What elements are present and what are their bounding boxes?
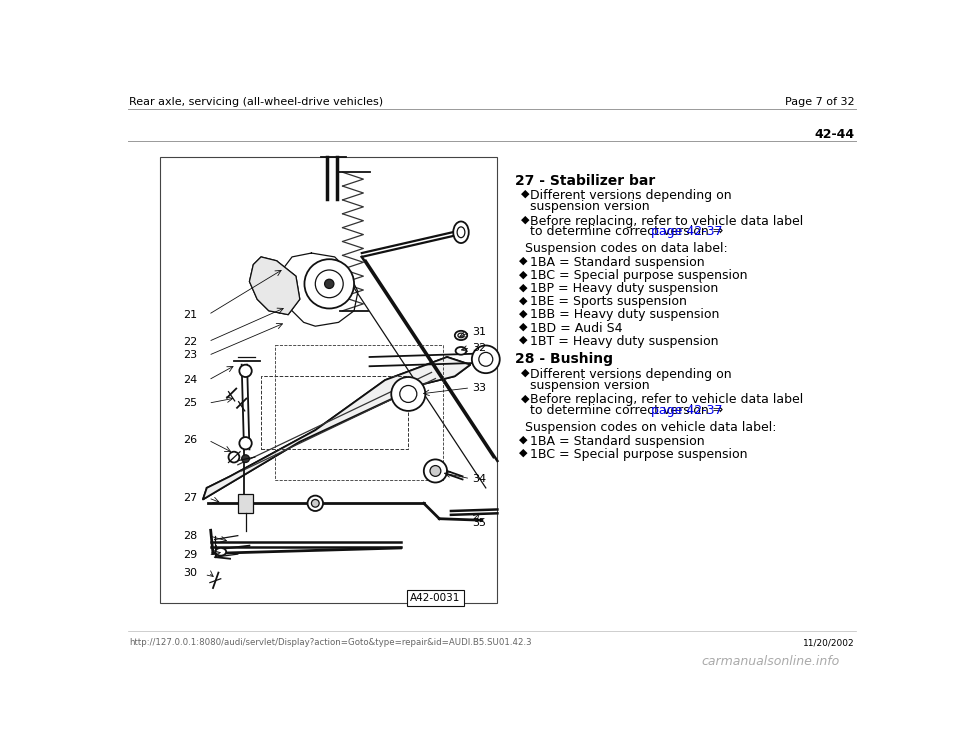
Circle shape bbox=[399, 386, 417, 402]
Circle shape bbox=[430, 465, 441, 476]
Text: 1BD = Audi S4: 1BD = Audi S4 bbox=[530, 321, 622, 335]
Text: suspension version: suspension version bbox=[530, 378, 650, 392]
Text: ◆: ◆ bbox=[519, 435, 528, 444]
Text: ◆: ◆ bbox=[520, 368, 529, 378]
Text: 23: 23 bbox=[183, 350, 198, 361]
Text: 33: 33 bbox=[472, 383, 486, 393]
Ellipse shape bbox=[458, 333, 464, 338]
Text: 34: 34 bbox=[472, 473, 486, 484]
Text: suspension version: suspension version bbox=[530, 200, 650, 213]
Circle shape bbox=[242, 455, 250, 462]
Text: ◆: ◆ bbox=[519, 335, 528, 345]
Ellipse shape bbox=[453, 221, 468, 243]
Text: to determine correct version ⇒: to determine correct version ⇒ bbox=[530, 404, 728, 417]
Text: Rear axle, servicing (all-wheel-drive vehicles): Rear axle, servicing (all-wheel-drive ve… bbox=[130, 96, 383, 107]
Text: 31: 31 bbox=[472, 327, 486, 338]
Ellipse shape bbox=[455, 331, 468, 340]
Text: 1BC = Special purpose suspension: 1BC = Special purpose suspension bbox=[530, 269, 748, 282]
Text: 1BE = Sports suspension: 1BE = Sports suspension bbox=[530, 295, 686, 309]
Polygon shape bbox=[203, 357, 470, 499]
Text: page 42-37: page 42-37 bbox=[651, 404, 723, 417]
Circle shape bbox=[311, 499, 319, 507]
Circle shape bbox=[228, 452, 239, 462]
Text: ◆: ◆ bbox=[519, 309, 528, 318]
Text: 30: 30 bbox=[183, 568, 198, 577]
Text: Suspension codes on data label:: Suspension codes on data label: bbox=[524, 243, 728, 255]
Text: Different versions depending on: Different versions depending on bbox=[530, 368, 732, 381]
Text: 1BT = Heavy duty suspension: 1BT = Heavy duty suspension bbox=[530, 335, 718, 348]
Text: A42-0031: A42-0031 bbox=[410, 593, 461, 603]
Text: ◆: ◆ bbox=[520, 189, 529, 199]
Circle shape bbox=[479, 352, 492, 367]
Text: carmanualsonline.info: carmanualsonline.info bbox=[701, 655, 839, 668]
Circle shape bbox=[304, 259, 354, 309]
Text: Page 7 of 32: Page 7 of 32 bbox=[785, 96, 854, 107]
Text: Suspension codes on vehicle data label:: Suspension codes on vehicle data label: bbox=[524, 421, 776, 434]
Text: 22: 22 bbox=[183, 337, 198, 347]
Text: 24: 24 bbox=[183, 375, 198, 385]
Text: ◆: ◆ bbox=[519, 295, 528, 306]
Text: 1BP = Heavy duty suspension: 1BP = Heavy duty suspension bbox=[530, 282, 718, 295]
Text: 25: 25 bbox=[183, 398, 198, 408]
Text: 29: 29 bbox=[183, 550, 198, 560]
Text: 32: 32 bbox=[472, 343, 486, 352]
Text: 27 - Stabilizer bar: 27 - Stabilizer bar bbox=[516, 174, 656, 188]
Text: 26: 26 bbox=[183, 435, 198, 445]
Text: http://127.0.0.1:8080/audi/servlet/Display?action=Goto&type=repair&id=AUDI.B5.SU: http://127.0.0.1:8080/audi/servlet/Displ… bbox=[130, 638, 532, 647]
Text: 1BC = Special purpose suspension: 1BC = Special purpose suspension bbox=[530, 448, 748, 461]
Text: Before replacing, refer to vehicle data label: Before replacing, refer to vehicle data … bbox=[530, 214, 804, 228]
Text: Different versions depending on: Different versions depending on bbox=[530, 189, 732, 202]
Text: 21: 21 bbox=[183, 309, 198, 320]
Ellipse shape bbox=[215, 548, 227, 556]
Circle shape bbox=[392, 377, 425, 411]
Text: ◆: ◆ bbox=[519, 256, 528, 266]
Text: 42-44: 42-44 bbox=[815, 128, 854, 140]
Text: Before replacing, refer to vehicle data label: Before replacing, refer to vehicle data … bbox=[530, 393, 804, 406]
Text: ◆: ◆ bbox=[519, 321, 528, 332]
Bar bbox=[160, 157, 497, 603]
Text: 28: 28 bbox=[183, 531, 198, 541]
Text: page 42-37: page 42-37 bbox=[651, 226, 723, 238]
Text: ◆: ◆ bbox=[520, 393, 529, 403]
Circle shape bbox=[239, 437, 252, 450]
Text: 1BB = Heavy duty suspension: 1BB = Heavy duty suspension bbox=[530, 309, 719, 321]
Ellipse shape bbox=[456, 347, 467, 355]
Text: to determine correct version ⇒: to determine correct version ⇒ bbox=[530, 226, 728, 238]
Circle shape bbox=[423, 459, 447, 482]
Bar bbox=[238, 494, 253, 513]
Text: 27: 27 bbox=[183, 493, 198, 503]
Text: 1BA = Standard suspension: 1BA = Standard suspension bbox=[530, 256, 705, 269]
Text: ◆: ◆ bbox=[519, 269, 528, 279]
Circle shape bbox=[472, 346, 500, 373]
Text: 28 - Bushing: 28 - Bushing bbox=[516, 352, 613, 367]
Polygon shape bbox=[250, 257, 300, 315]
Circle shape bbox=[315, 270, 344, 298]
Ellipse shape bbox=[457, 227, 465, 237]
Text: 1BA = Standard suspension: 1BA = Standard suspension bbox=[530, 435, 705, 447]
Text: ◆: ◆ bbox=[519, 282, 528, 292]
Text: 35: 35 bbox=[472, 518, 486, 528]
Circle shape bbox=[307, 496, 324, 511]
Circle shape bbox=[239, 365, 252, 377]
Text: ◆: ◆ bbox=[520, 214, 529, 225]
Text: 11/20/2002: 11/20/2002 bbox=[804, 638, 854, 647]
Circle shape bbox=[324, 279, 334, 289]
Text: ◆: ◆ bbox=[519, 448, 528, 458]
